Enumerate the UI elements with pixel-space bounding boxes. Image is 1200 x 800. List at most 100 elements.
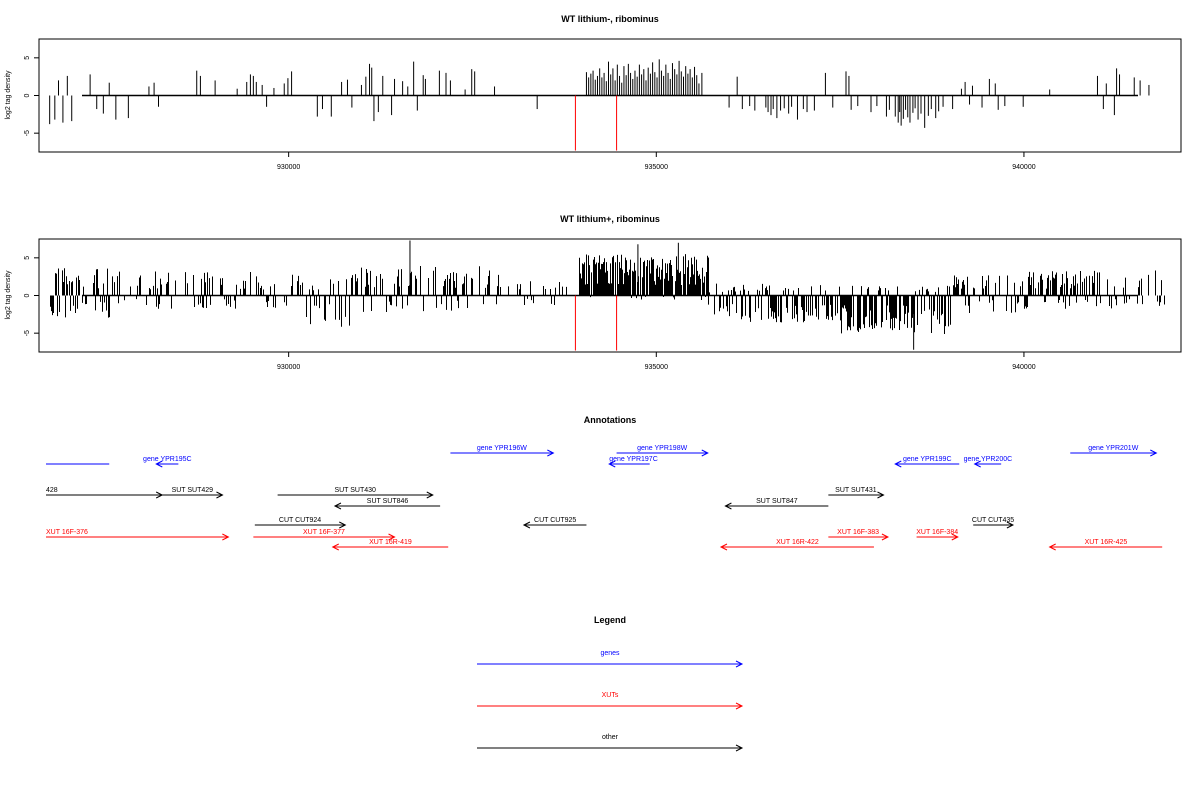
feature-label: SUT SUT847 [756,498,798,505]
y-axis: -5 0 5 [24,256,40,336]
annotation-feature: gene YPR195C [143,456,192,468]
feature-label: XUT 16F-377 [303,529,345,536]
feature-label: gene YPR199C [903,456,952,463]
annotation-feature: SUT SUT429 [162,487,224,499]
arrow-head [522,521,531,529]
annotation-feature: gene YPR197C [608,456,658,468]
feature-label: CUT CUT924 [279,517,321,524]
arrow-head [894,460,902,468]
y-axis: -5 0 5 [24,56,40,136]
arrow-head [877,491,885,499]
annotation-feature: SUT SUT846 [333,498,441,510]
annotation-feature: XUT 16F-384 [916,529,959,541]
x-tick-label: 940000 [1012,364,1035,371]
region-markers [574,95,618,151]
y-tick-label: 0 [24,293,31,297]
annotation-feature: XUT 16F-377 [253,529,396,541]
annotation-feature: gene YPR196W [450,445,555,457]
arrow-head [222,533,230,541]
region-markers [574,295,618,351]
feature-label: XUT 16R-419 [369,539,412,546]
y-axis-label: log2 tag density [5,270,12,320]
feature-label: gene YPR200C [964,456,1013,463]
y-tick-label: -5 [24,330,31,336]
annotation-feature: XUT 16F-383 [828,529,890,541]
feature-label: gene YPR197C [609,456,658,463]
panel-title: WT lithium+, ribominus [560,214,660,224]
arrow-head [1006,521,1015,529]
arrow-head [951,533,959,541]
arrow-head [333,502,342,510]
arrow-head [719,543,728,551]
legend-items: genes XUTs other [477,650,744,752]
x-axis: 930000 935000 940000 [277,351,1036,371]
feature-label: gene YPR198W [637,445,687,452]
annotation-feature: gene YPR199C [894,456,960,468]
feature-label: gene YPR195C [143,456,192,463]
annotation-feature: gene YPR201W [1070,445,1158,457]
x-axis: 930000 935000 940000 [277,151,1036,171]
x-tick-label: 935000 [645,364,668,371]
feature-label: CUT CUT435 [972,517,1014,524]
arrow-head [973,460,981,468]
feature-label: SUT SUT429 [172,487,214,494]
arrow-head [701,449,709,457]
feature-label: XUT 16F-384 [916,529,958,536]
arrow-head [216,491,224,499]
feature-label: SUT SUT431 [835,487,877,494]
track-panel-lithium-minus: WT lithium-, ribominus log2 tag density … [5,14,1182,171]
annotation-feature: XUT 16R-425 [1048,539,1163,551]
annotation-feature: CUT CUT925 [522,517,587,529]
arrow-head [608,460,616,468]
legend-label: other [602,734,619,741]
legend-label: genes [600,650,620,657]
legend-label: XUTs [602,692,619,699]
feature-label: CUT CUT925 [534,517,576,524]
panel-title: WT lithium-, ribominus [561,14,659,24]
legend-item: genes [477,650,744,668]
arrow-head [735,660,744,668]
legend-item: other [477,734,744,752]
arrow-head [331,543,339,551]
y-tick-label: 5 [24,56,31,60]
y-tick-label: 0 [24,93,31,97]
legend: Legend genes XUTs other [477,615,744,752]
arrow-head [339,521,347,529]
annotation-feature: CUT CUT924 [254,517,347,529]
feature-label: XUT 16R-422 [776,539,819,546]
feature-label: gene YPR201W [1088,445,1138,452]
annotation-feature: CUT CUT435 [972,517,1015,529]
y-tick-label: -5 [24,130,31,136]
annotations-panel: Annotations gene YPR195C gene YPR196W gene… [46,415,1163,551]
annotations-title: Annotations [584,415,637,425]
legend-title: Legend [594,615,626,625]
feature-label: gene YPR196W [477,445,527,452]
arrow-head [724,502,732,510]
arrow-head [155,460,163,468]
feature-label: XUT 16F-383 [837,529,879,536]
x-tick-label: 935000 [645,164,668,171]
annotation-feature: XUT 16R-422 [719,539,874,551]
legend-item: XUTs [477,692,744,710]
arrow-head [1048,543,1056,551]
annotation-feature: SUT SUT431 [828,487,885,499]
feature-label: SUT SUT430 [334,487,376,494]
arrow-head [1150,449,1158,457]
annotation-feature: XUT 16R-419 [331,539,449,551]
annotation-feature: SUT SUT430 [277,487,434,499]
x-tick-label: 940000 [1012,164,1035,171]
y-tick-label: 5 [24,256,31,260]
arrow-head [547,449,555,457]
track-panel-lithium-plus: WT lithium+, ribominus log2 tag density … [5,214,1182,371]
arrow-head [881,533,890,541]
arrow-head [426,491,434,499]
arrow-head [735,744,744,752]
annotation-feature: XUT 16F-376 [46,529,230,541]
arrow-head [735,702,744,710]
annotation-feature: gene YPR198W [616,445,709,457]
annotation-feature: gene YPR200C [964,456,1013,468]
arrow-head [388,533,396,541]
annotation-feature: SUT SUT847 [724,498,829,510]
feature-label: 428 [46,487,58,494]
